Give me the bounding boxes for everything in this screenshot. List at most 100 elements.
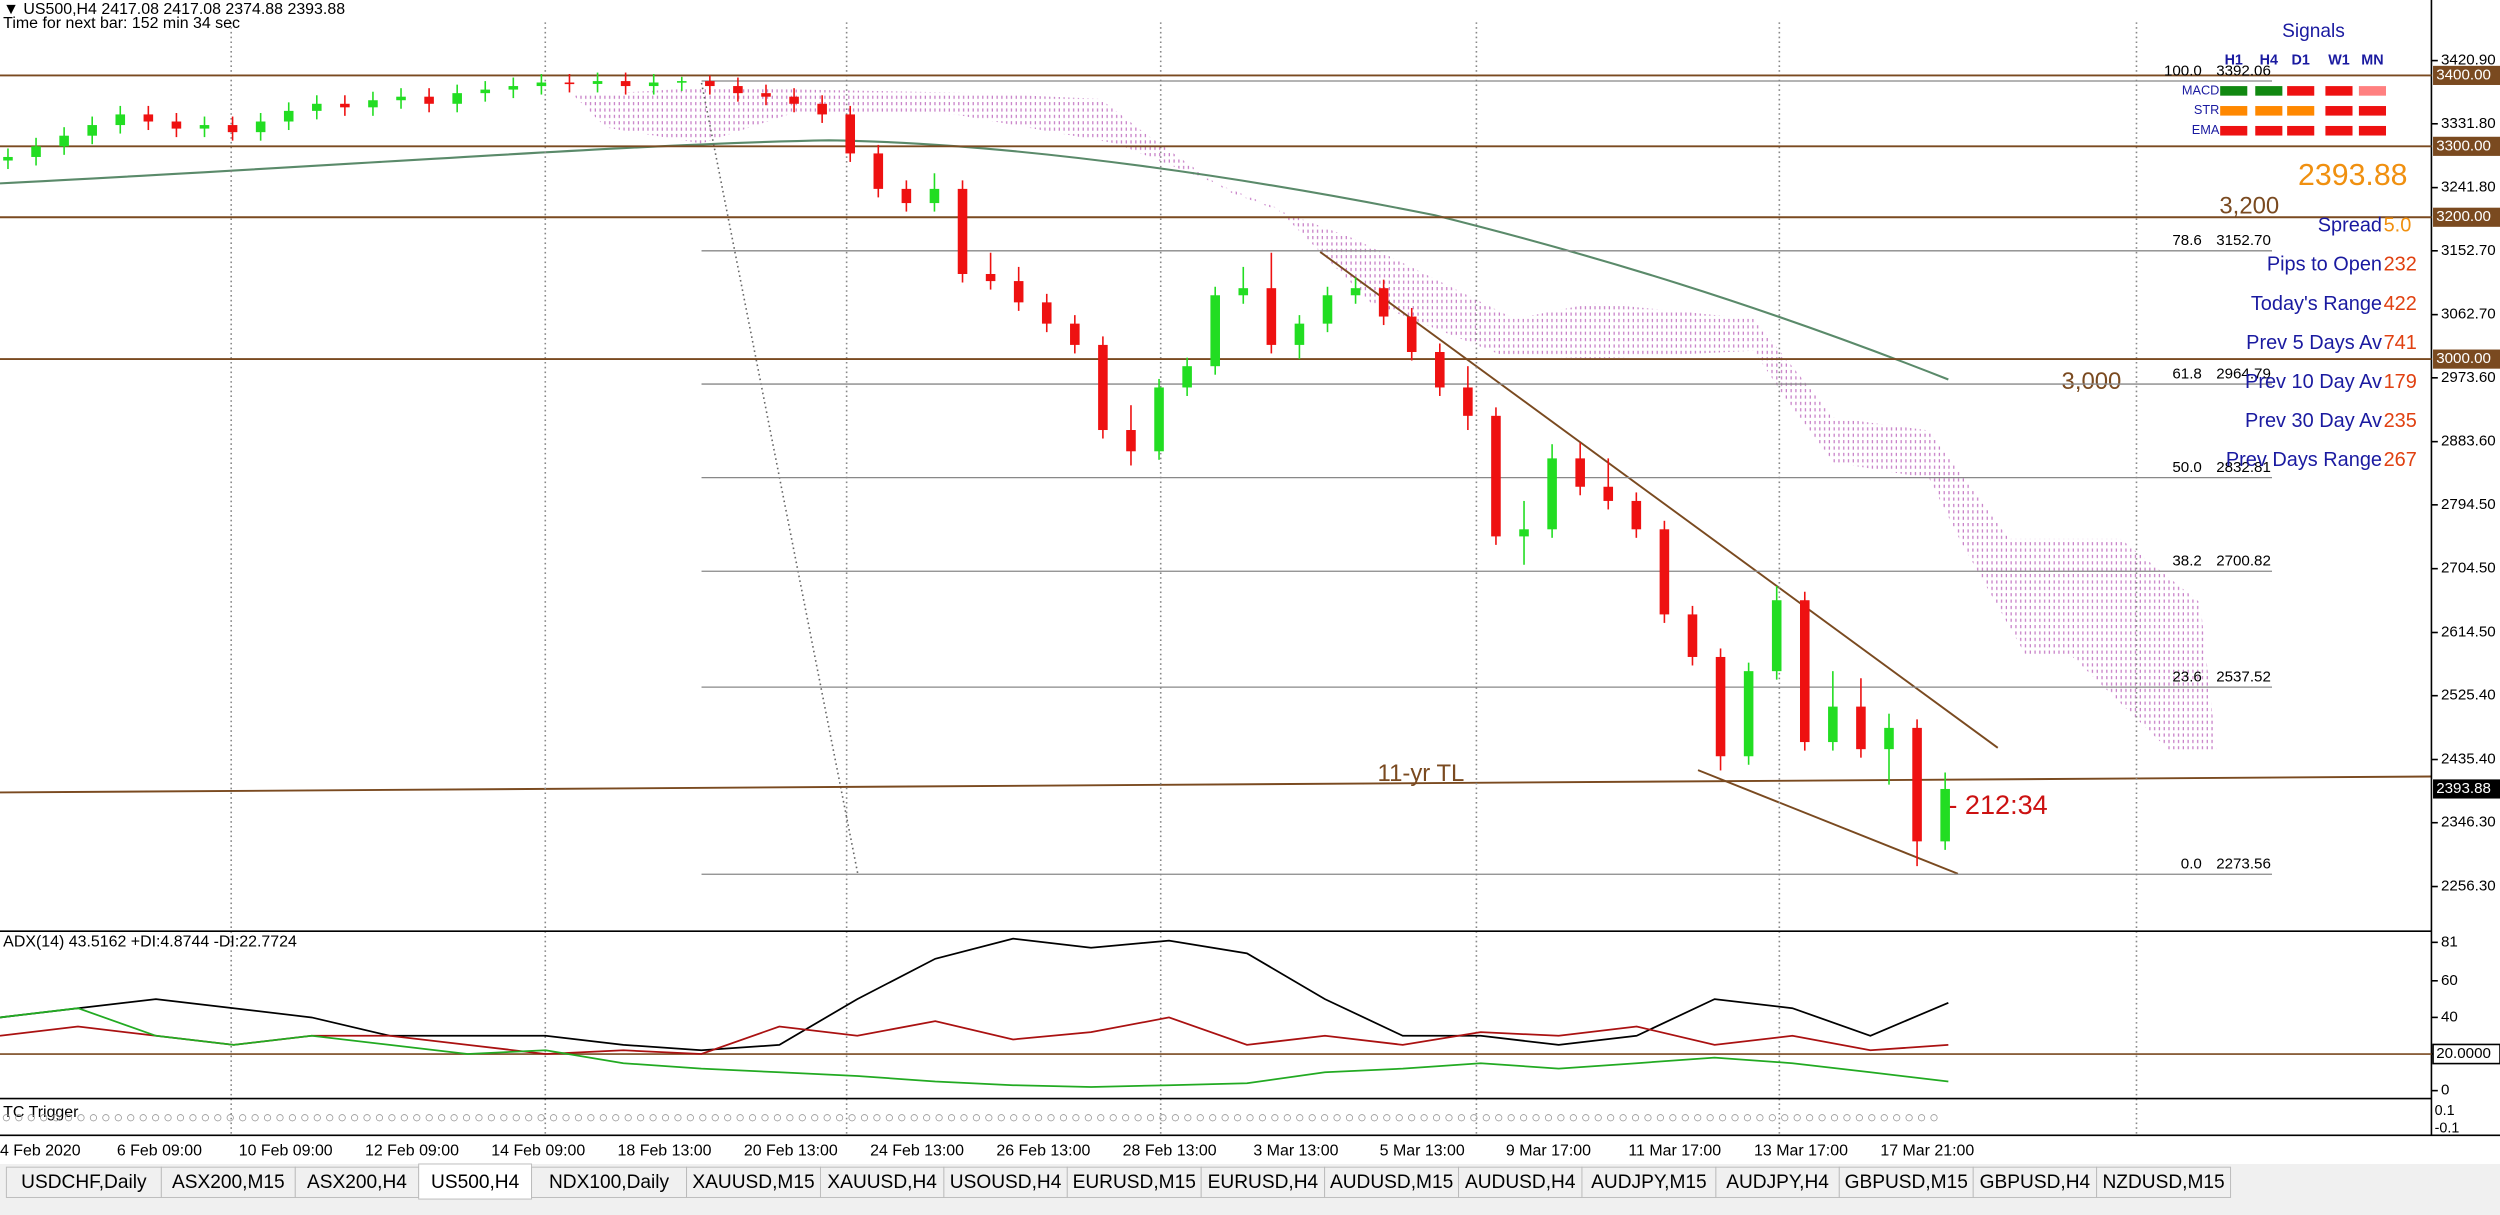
trigger-dot [798,1114,806,1122]
x-tick-label: 28 Feb 13:00 [1123,1142,1217,1159]
signal-cell [2287,86,2315,96]
candle-body [1575,458,1585,487]
trigger-dot [375,1114,384,1122]
x-tick-label: 20 Feb 13:00 [744,1142,838,1159]
candle-body [1098,344,1108,431]
tab-label[interactable]: US500,H4 [431,1172,520,1193]
tab-label[interactable]: ASX200,M15 [172,1172,285,1193]
tab[interactable] [1972,1166,2098,1198]
tab-label[interactable]: XAUUSD,M15 [692,1172,814,1193]
stat-value: 741 [2384,332,2417,354]
tab[interactable] [5,1166,162,1198]
trigger-dot [612,1114,620,1122]
tab[interactable] [1324,1166,1460,1198]
trigger-dot [438,1114,446,1122]
level-label: 3200.00 [2436,208,2491,225]
tab-label[interactable]: EURUSD,M15 [1073,1172,1196,1193]
trigger-dot [637,1114,645,1122]
trigger-dot [1905,1114,1913,1122]
tab[interactable] [294,1166,420,1198]
trigger-dot [1644,1114,1652,1122]
tab-label[interactable]: AUDJPY,H4 [1726,1172,1829,1193]
trigger-dot [836,1114,844,1122]
candle-body [1266,288,1277,345]
candle-body [312,103,322,111]
signal-column: H4 [2260,52,2278,68]
tab[interactable] [160,1166,296,1198]
stat-label: Prev 5 Days Av [2246,332,2382,354]
y-tick-label: 2794.50 [2441,496,2496,513]
x-tick-label: 26 Feb 13:00 [996,1142,1090,1159]
tab-label[interactable]: NDX100,Daily [549,1172,670,1193]
tab-label[interactable]: ASX200,H4 [307,1172,407,1193]
trigger-dot [450,1114,458,1122]
tab[interactable] [1715,1166,1840,1198]
trigger-dot [885,1114,893,1122]
candle-body [115,114,126,126]
trigger-dot [1233,1114,1242,1122]
trigger-dot [1806,1114,1814,1122]
level-box [2433,65,2500,85]
fib-level: 38.2 [2172,553,2201,570]
trigger-dot [823,1114,831,1122]
candle-body [676,81,687,83]
trigger-dot [351,1114,359,1122]
trigger-dot [1582,1114,1590,1122]
trigger-dot [1930,1114,1938,1122]
trigger-dot [1868,1114,1876,1122]
fib-level: 61.8 [2172,366,2201,383]
tab[interactable] [1838,1166,1974,1198]
tab-label[interactable]: AUDUSD,M15 [1330,1172,1453,1193]
x-tick-label: 17 Mar 21:00 [1880,1142,1974,1159]
signal-cell [2220,86,2248,96]
trigger-dot [425,1114,433,1122]
signal-cell [2325,106,2353,116]
signal-cell [2220,106,2248,116]
trigger-dot [935,1114,943,1122]
trigger-dot [599,1114,607,1122]
candle-body [87,125,97,136]
tab[interactable] [1066,1166,1202,1198]
signal-cell [2255,125,2283,136]
tab-label[interactable]: XAUUSD,H4 [827,1172,937,1193]
trigger-dot [1209,1114,1217,1122]
candle-body [1182,366,1192,388]
trigger-dot [1370,1114,1378,1122]
trigger-dot [1756,1114,1764,1122]
tab-label[interactable]: GBPUSD,H4 [1980,1172,2091,1193]
candle-body [1940,788,1950,842]
candle-body [705,81,715,87]
tab-label[interactable]: EURUSD,H4 [1208,1172,1319,1193]
tab-label[interactable]: NZDUSD,M15 [2102,1172,2224,1193]
channel-bottom [1697,769,1959,875]
adx-line [0,1007,1949,1088]
tab-label[interactable]: USOUSD,H4 [950,1172,1062,1193]
trigger-dot [2,1114,10,1122]
candle-body [1126,430,1136,452]
tab[interactable] [418,1163,533,1200]
candle-body [1828,706,1838,743]
signal-column: H1 [2225,52,2243,68]
trigger-dot [972,1114,980,1122]
trigger-dot [462,1114,471,1122]
tab[interactable] [686,1166,821,1198]
current-price-box [2433,779,2500,799]
trigger-dot [1768,1114,1776,1122]
tab-label[interactable]: GBPUSD,M15 [1845,1172,1968,1193]
tab[interactable] [531,1166,688,1198]
tab-label[interactable]: AUDUSD,H4 [1465,1172,1576,1193]
trigger-dot [1047,1114,1055,1122]
candle-body [199,125,210,129]
tab-label[interactable]: USDCHF,Daily [21,1172,147,1193]
tab-label[interactable]: AUDJPY,M15 [1591,1172,1707,1193]
trigger-dot [1669,1114,1677,1122]
signal-row: MACD [2182,82,2220,97]
trigger-dot [1246,1114,1254,1122]
tab[interactable] [1581,1166,1717,1198]
stat-label: Pips to Open [2267,254,2382,276]
separators [230,22,2138,1136]
y-tick-label: 60 [2441,972,2458,989]
tab[interactable] [1200,1166,1326,1198]
tab[interactable] [2096,1166,2232,1198]
